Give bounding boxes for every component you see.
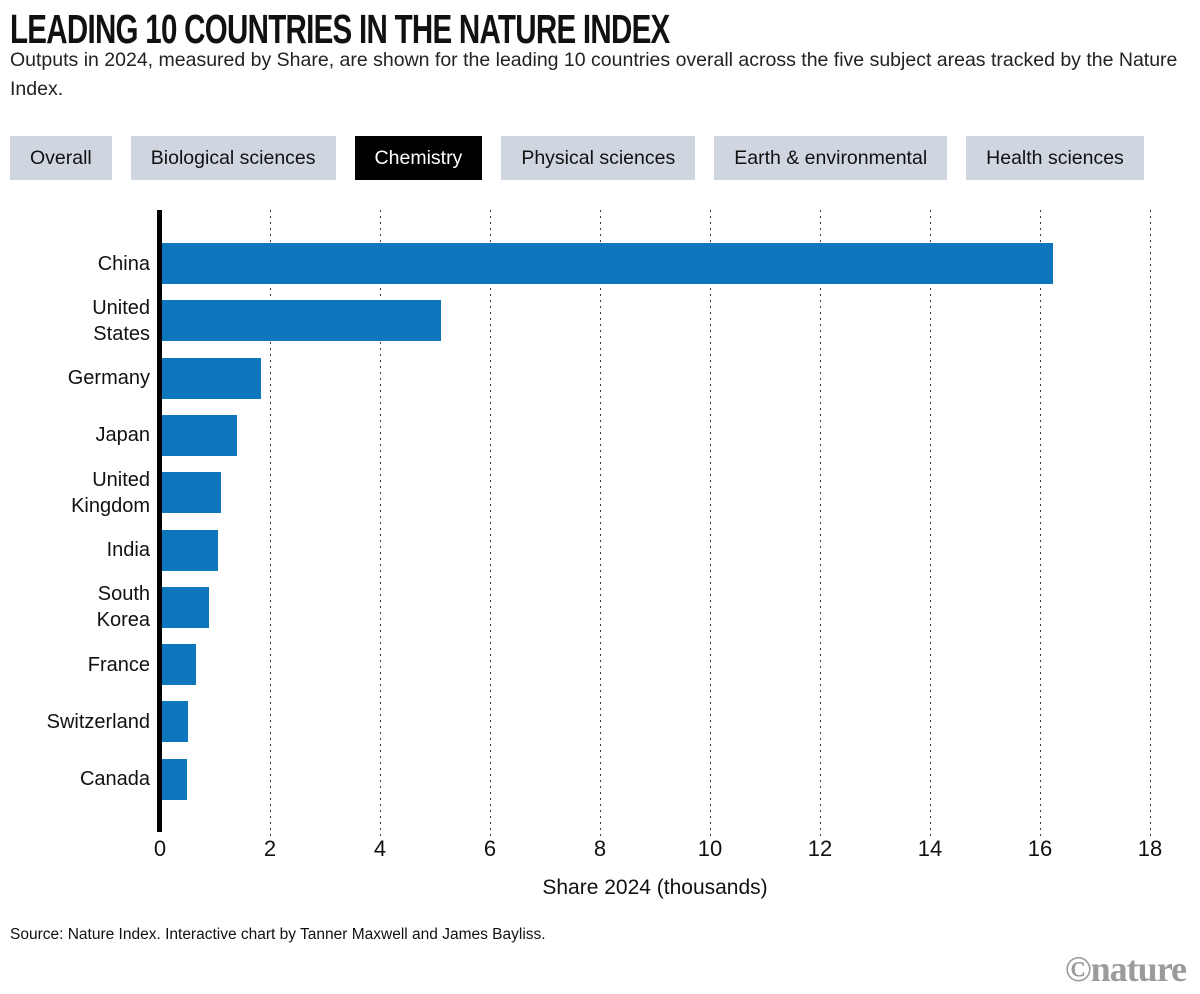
x-tick-label-6: 6: [483, 836, 497, 861]
country-label-canada: Canada: [79, 768, 150, 791]
y-axis-line: [157, 210, 162, 832]
page-title: LEADING 10 COUNTRIES IN THE NATURE INDEX: [10, 6, 670, 52]
x-tick-label-2: 2: [263, 836, 277, 861]
country-label-india: India: [106, 539, 150, 561]
gridline-6: [489, 210, 491, 838]
tab-chemistry[interactable]: Chemistry: [354, 136, 483, 180]
x-tick-label-14: 14: [917, 836, 943, 861]
x-tick-label-12: 12: [807, 836, 833, 861]
gridline-18: [1149, 210, 1151, 838]
x-tick-label-0: 0: [153, 836, 167, 861]
tab-overall[interactable]: Overall: [10, 136, 112, 180]
nature-logo: ©nature: [1064, 949, 1187, 989]
country-label-germany: Germany: [67, 367, 150, 390]
gridline-4: [379, 210, 381, 838]
bar-india[interactable]: [162, 529, 219, 571]
bar-japan[interactable]: [162, 414, 238, 456]
subject-tabs: Overall Biological sciences Chemistry Physi…: [10, 136, 1144, 180]
bar-france[interactable]: [162, 644, 197, 686]
country-label-japan: Japan: [95, 424, 151, 447]
x-tick-label-8: 8: [593, 836, 607, 861]
x-tick-label-10: 10: [697, 836, 723, 861]
country-label-france: France: [87, 653, 150, 676]
x-axis-title: Share 2024 (thousands): [542, 876, 768, 899]
tab-biological-sciences[interactable]: Biological sciences: [130, 136, 336, 180]
bar-canada[interactable]: [162, 758, 187, 800]
bar-switzerland[interactable]: [162, 701, 188, 743]
x-tick-label-18: 18: [1137, 836, 1163, 861]
gridline-14: [929, 210, 931, 838]
country-label-united-kingdom: United Kingdom: [71, 468, 150, 517]
country-label-united-states: United States: [92, 296, 150, 345]
gridline-8: [599, 210, 601, 838]
bar-china[interactable]: [162, 243, 1053, 284]
country-label-south-korea: South Korea: [96, 583, 150, 632]
gridline-12: [819, 210, 821, 838]
tab-earth-environmental[interactable]: Earth & environmental: [714, 136, 948, 180]
gridline-16: [1039, 210, 1041, 838]
source-credit: Source: Nature Index. Interactive chart …: [10, 926, 546, 943]
country-label-switzerland: Switzerland: [46, 710, 150, 733]
country-label-china: China: [97, 252, 150, 275]
page-subtitle: Outputs in 2024, measured by Share, are …: [10, 49, 1178, 100]
bar-south-korea[interactable]: [162, 586, 209, 628]
tab-health-sciences[interactable]: Health sciences: [966, 136, 1144, 180]
gridline-2: [269, 210, 271, 838]
tab-physical-sciences[interactable]: Physical sciences: [501, 136, 696, 180]
gridline-10: [709, 210, 711, 838]
bar-germany[interactable]: [162, 357, 261, 399]
x-tick-label-16: 16: [1027, 836, 1053, 861]
bar-united-states[interactable]: [162, 300, 441, 342]
x-tick-label-4: 4: [373, 836, 387, 861]
bar-united-kingdom[interactable]: [162, 472, 222, 514]
